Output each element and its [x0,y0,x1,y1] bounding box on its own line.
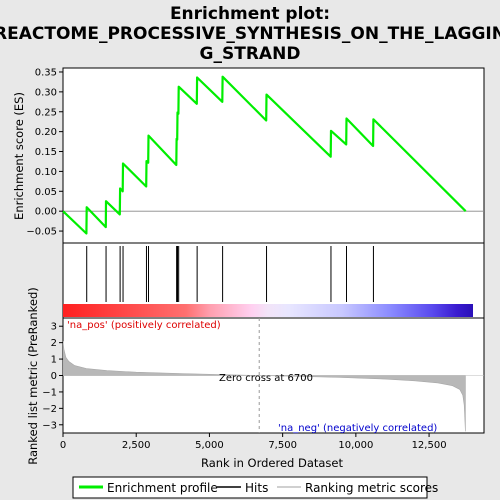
x-tick-label-0: 0 [60,440,66,451]
x-tick-label-5: 12,500 [412,440,447,451]
x-tick-label-1: 2,500 [122,440,151,451]
title-line-3: G_STRAND [200,44,301,64]
metric-tick-label-0: −3 [42,420,57,431]
es-tick-label-1: 0.00 [35,207,57,218]
hits-layer [86,246,374,302]
es-tick-label-6: 0.25 [35,107,57,118]
y-axis-label-es: Enrichment score (ES) [12,92,26,220]
metric-tick-label-3: 0 [51,371,57,382]
es-layer [62,75,467,235]
title-line-1: Enrichment plot: [170,4,330,24]
zero-cross-label: Zero cross at 6700 [219,373,313,384]
axes-layer: −0.05 0.00 0.05 0.10 0.15 0.20 0.25 0.30 0.35 −3 −… [26,67,446,451]
metric-layer [63,318,484,433]
metric-tick-label-1: −2 [42,404,57,415]
heatmap-bar [63,304,473,317]
x-tick-label-2: 5,000 [195,440,224,451]
es-tick-label-3: 0.10 [35,167,57,178]
es-tick-label-7: 0.30 [35,87,57,98]
es-tick-label-4: 0.15 [35,147,57,158]
neg-label: 'na_neg' (negatively correlated) [278,423,437,434]
x-tick-label-4: 10,000 [338,440,373,451]
pos-label: 'na_pos' (positively correlated) [67,320,221,331]
title-line-2: REACTOME_PROCESSIVE_SYNTHESIS_ON_THE_LAG… [0,24,500,44]
metric-tick-label-6: 3 [51,322,57,333]
es-panel [62,67,485,244]
es-tick-label-0: −0.05 [26,227,57,238]
es-tick-label-8: 0.35 [35,67,57,78]
x-tick-label-3: 7,500 [268,440,297,451]
metric-area [63,340,466,432]
metric-tick-label-5: 2 [51,338,57,349]
legend-label-hits: Hits [245,481,268,495]
x-axis-label: Rank in Ordered Dataset [201,456,344,470]
legend-label-metric: Ranking metric scores [305,481,438,495]
legend-label-enrichment: Enrichment profile [107,481,218,495]
es-tick-label-2: 0.05 [35,187,57,198]
metric-tick-label-4: 1 [51,355,57,366]
es-profile-line [62,75,467,235]
legend-box [72,476,428,499]
es-tick-label-5: 0.20 [35,127,57,138]
y-axis-label-metric: Ranked list metric (PreRanked) [26,287,40,465]
metric-tick-label-2: −1 [42,387,57,398]
